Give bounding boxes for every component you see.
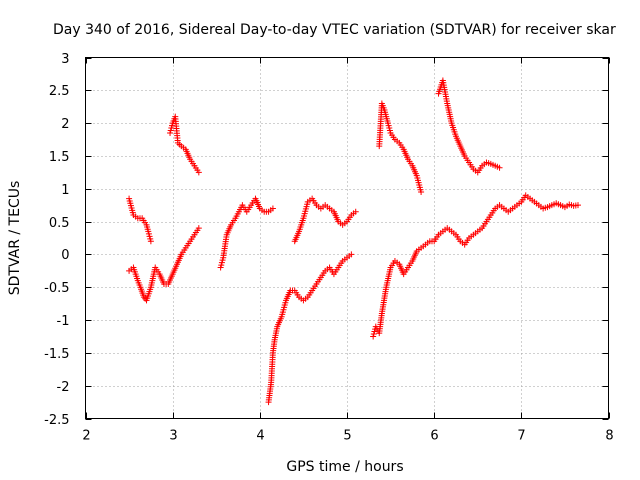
x-axis-label: GPS time / hours [286, 459, 403, 475]
y-tick-label: -2.5 [44, 413, 69, 428]
series-arc-9 [435, 77, 503, 176]
plot-marks [126, 77, 581, 406]
y-tick-label: 2.5 [49, 84, 70, 99]
data-point [269, 205, 276, 212]
x-tick-label: 7 [517, 429, 525, 444]
x-tick-label: 4 [256, 429, 264, 444]
y-tick-label: -0.5 [44, 281, 69, 296]
y-tick-label: 0.5 [49, 216, 70, 231]
x-tick-label: 2 [82, 429, 90, 444]
data-point [195, 225, 202, 232]
y-tick-label: 1.5 [49, 150, 70, 165]
y-tick-label: 3 [61, 52, 69, 67]
data-point [348, 251, 355, 258]
data-point [147, 238, 154, 245]
data-point [496, 164, 503, 171]
series-arc-3 [167, 113, 202, 176]
y-tick-label: 1 [61, 183, 69, 198]
data-point [195, 169, 202, 176]
series-arc-7 [370, 192, 581, 340]
x-tick-label: 8 [605, 429, 613, 444]
series-arc-8 [376, 100, 425, 196]
chart-title: Day 340 of 2016, Sidereal Day-to-day VTE… [53, 22, 616, 38]
x-tick-label: 3 [169, 429, 177, 444]
data-point [352, 208, 359, 215]
y-tick-label: -1 [57, 314, 70, 329]
y-tick-label: -2 [57, 380, 70, 395]
data-point [574, 202, 581, 209]
series-arc-1 [126, 195, 154, 245]
series-arc-6 [291, 195, 359, 245]
y-tick-label: 2 [61, 117, 69, 132]
axis-ticks: 2 3 4 5 6 7 8 -2.5 -2 -1.5 -1 -0.5 0 0.5 1 1.5 2 2.5 3 [44, 52, 614, 444]
data-point [418, 189, 425, 196]
grid-lines [85, 57, 609, 419]
series-arc-5 [265, 251, 355, 406]
x-tick-label: 6 [430, 429, 438, 444]
y-tick-label: 0 [61, 248, 69, 263]
x-tick-label: 5 [343, 429, 351, 444]
series-arc-4 [217, 195, 276, 271]
y-tick-label: -1.5 [44, 347, 69, 362]
series-arc-2 [126, 225, 202, 304]
y-axis-label: SDTVAR / TECUs [7, 181, 23, 296]
